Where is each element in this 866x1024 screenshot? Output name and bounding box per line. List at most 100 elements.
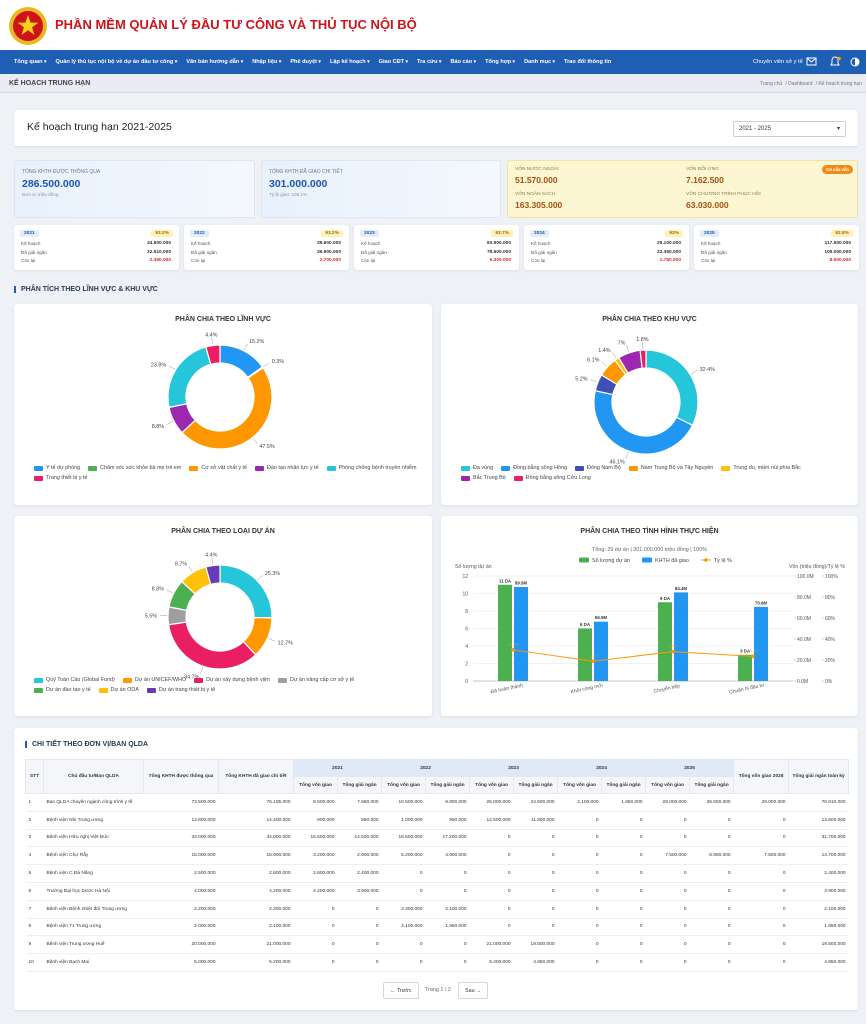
table-cell: 4.900.000 — [426, 847, 470, 865]
nav-item[interactable]: Trao đổi thông tin — [564, 59, 611, 65]
nav-item[interactable]: Lập kế hoạch — [330, 59, 370, 65]
nav-item[interactable]: Quản lý thủ tục nội bộ về dự án đầu tư c… — [56, 59, 178, 65]
legend-label: Dự án nâng cấp cơ sở y tế — [290, 677, 354, 683]
table-cell: 24.500.000 — [514, 794, 558, 812]
table-cell: 0 — [690, 882, 734, 900]
table-cell: 0 — [514, 865, 558, 883]
header-cell: STT — [26, 760, 44, 794]
year-row-label: Kế hoạch — [701, 241, 720, 246]
data-label: 0.3% — [272, 359, 284, 365]
table-cell: 2.900.000 — [338, 847, 382, 865]
bar — [658, 602, 672, 681]
nav-item[interactable]: Danh mục — [524, 59, 555, 65]
data-label: 11 DA — [499, 578, 512, 583]
table-cell: 0 — [602, 882, 646, 900]
leader-line — [167, 421, 173, 424]
nav-item[interactable]: Văn bản hướng dẫn — [186, 59, 243, 65]
table-cell: 70.610.000 — [789, 794, 849, 812]
year-row-label: Đã giải ngân — [531, 250, 557, 255]
table-row: 4Bệnh viện Chợ Rẫy15.000.00015.900.0003.… — [26, 847, 849, 865]
legend-swatch — [34, 688, 43, 693]
next-button[interactable]: Sau → — [458, 982, 488, 999]
table-head: STTChủ đầu tư/Ban QLDATổng KHTH được thô… — [26, 760, 849, 794]
year-row-value: 8.500.000 — [830, 258, 851, 263]
data-label: 8.7% — [175, 561, 187, 567]
legend-swatch — [514, 476, 523, 481]
nav-item[interactable]: Báo cáo — [450, 59, 476, 65]
table-cell: 2.100.000 — [558, 794, 602, 812]
table-cell: 2.600.000 — [219, 865, 294, 883]
header-cell: Tổng KHTH được thông qua — [144, 760, 219, 794]
table-cell: 2.100.000 — [789, 900, 849, 918]
table-cell: 0 — [558, 847, 602, 865]
donut-segment — [169, 622, 256, 669]
data-label: 23.8% — [151, 362, 166, 368]
table-cell: 0 — [602, 865, 646, 883]
prev-button[interactable]: ← Trước — [383, 982, 419, 999]
donut-segment — [594, 391, 692, 454]
year-header: 2025 — [646, 760, 734, 777]
nav-item[interactable]: Giao CĐT — [379, 59, 408, 65]
nav-item[interactable]: Tổng quan — [14, 59, 47, 65]
leader-line — [264, 363, 270, 367]
table-cell: 5.000.000 — [144, 954, 219, 972]
nav-item[interactable]: Nhập liệu — [252, 59, 281, 65]
breadcrumb-item[interactable]: Dashboard — [785, 81, 812, 87]
summary-label: TỔNG KHTH ĐƯỢC THÔNG QUA — [22, 169, 100, 175]
table-cell: 0 — [734, 882, 789, 900]
table-cell: 0 — [690, 918, 734, 936]
data-table: STTChủ đầu tư/Ban QLDATổng KHTH được thô… — [25, 759, 849, 972]
table-cell: 4.200.000 — [294, 882, 338, 900]
line-point — [511, 648, 515, 652]
year-row-label: Còn lại — [531, 258, 545, 263]
breadcrumb-item[interactable]: Trang chủ — [760, 81, 782, 87]
table-row: 3Bệnh viện Hữu nghị Việt Đức33.000.00034… — [26, 829, 849, 847]
table-cell: Bệnh viện C Đà Nẵng — [44, 865, 144, 883]
user-name[interactable]: Chuyên viên sở y tế — [753, 59, 803, 65]
year-row-label: Kế hoạch — [191, 241, 210, 246]
header-cell: Chủ đầu tư/Ban QLDA — [44, 760, 144, 794]
header: PHẦN MỀM QUẢN LÝ ĐẦU TƯ CÔNG VÀ THỦ TỤC … — [0, 0, 866, 50]
chart-title: PHÂN CHIA THEO KHU VỰC — [602, 314, 697, 323]
table-cell: 1.000.000 — [382, 811, 426, 829]
table-cell: 7.500.000 — [646, 847, 690, 865]
chart-subtitle: Tổng: 29 dự án | 301.000.000 triệu đồng … — [592, 546, 707, 553]
nav-item[interactable]: Tra cứu — [417, 59, 441, 65]
table-cell: 13.800.000 — [144, 811, 219, 829]
year-row-label: Còn lại — [191, 258, 205, 263]
table-cell: 14.500.000 — [338, 829, 382, 847]
table-cell: 0 — [294, 918, 338, 936]
table-cell: 0 — [294, 954, 338, 972]
legend-item: Đông Nam Bộ — [575, 465, 621, 471]
capital-label: VỐN NGÂN SÁCH — [515, 192, 555, 197]
capital-label: VỐN NƯỚC NGOÀI — [515, 167, 559, 172]
year-card: 202393.7%Kế hoạch83.900.000Đã giải ngân7… — [354, 225, 519, 270]
table-cell: 0 — [646, 936, 690, 954]
leader-line — [189, 566, 193, 572]
table-cell: 15.500.000 — [294, 829, 338, 847]
legend-swatch — [99, 688, 108, 693]
table-cell: 5.200.000 — [470, 954, 514, 972]
table-cell: 21.000.000 — [219, 936, 294, 954]
table-cell: 0 — [602, 918, 646, 936]
table-cell: 10 — [26, 954, 44, 972]
legend-label: Trung du, miền núi phía Bắc — [733, 465, 801, 471]
nav-item[interactable]: Phê duyệt — [290, 59, 321, 65]
capital-value: 163.305.000 — [515, 200, 562, 210]
table-cell: 20.000.000 — [144, 936, 219, 954]
legend-swatch — [629, 466, 638, 471]
table-cell: 0 — [514, 900, 558, 918]
table-cell: 0 — [558, 918, 602, 936]
legend-swatch — [278, 678, 287, 683]
year-row-label: Đã giải ngân — [191, 250, 217, 255]
chart: PHÂN CHIA THEO TÌNH HÌNH THỰC HIỆNTổng: … — [441, 516, 858, 716]
table-cell: 3.900.000 — [789, 882, 849, 900]
nav-item[interactable]: Tổng hợp — [485, 59, 515, 65]
table-cell: 5.200.000 — [219, 954, 294, 972]
legend-swatch — [642, 558, 652, 563]
table-cell: 0 — [734, 954, 789, 972]
year-row-value: 2.390.000 — [150, 258, 171, 263]
year-row-label: Kế hoạch — [531, 241, 550, 246]
legend-label: Đồng bằng sông Cửu Long — [526, 475, 591, 481]
period-select[interactable]: 2021 - 2025 — [733, 121, 846, 137]
